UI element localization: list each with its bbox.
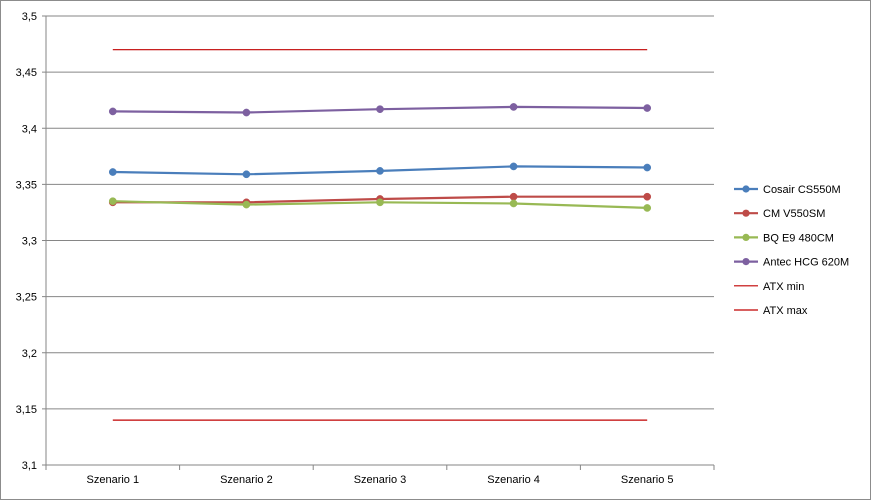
legend-marker-bq-e9-480cm	[742, 233, 750, 241]
data-point-antec-hcg-620m	[509, 103, 518, 111]
y-tick-label: 3,35	[16, 179, 37, 191]
data-point-cm-v550sm	[509, 192, 518, 201]
data-point-cosair-cs550m	[242, 170, 251, 179]
y-tick-label: 3,45	[16, 67, 37, 79]
data-point-bq-e9-480cm	[376, 198, 384, 207]
legend-label-atx-min: ATX min	[763, 281, 804, 293]
data-point-bq-e9-480cm	[643, 204, 652, 212]
data-point-bq-e9-480cm	[108, 197, 117, 206]
y-axis: 3,1 3,15 3,2 3,25 3,3 3,35 3,4 3,45 3,5	[16, 11, 47, 472]
data-point-cosair-cs550m	[376, 167, 384, 175]
x-tick-label: Szenario 5	[621, 474, 674, 486]
y-tick-label: 3,1	[22, 460, 37, 472]
data-point-cm-v550sm	[643, 192, 652, 201]
gridlines	[46, 15, 714, 466]
data-point-cosair-cs550m	[108, 168, 117, 176]
y-tick-label: 3,25	[16, 292, 37, 304]
legend-label-antec-hcg-620m: Antec HCG 620M	[763, 257, 849, 269]
data-point-antec-hcg-620m	[108, 107, 117, 116]
x-tick-label: Szenario 4	[487, 474, 540, 486]
legend-marker-cosair-cs550m	[742, 185, 750, 193]
legend-label-bq-e9-480cm: BQ E9 480CM	[763, 232, 834, 244]
x-tick-label: Szenario 1	[87, 474, 140, 486]
y-tick-label: 3,4	[22, 123, 37, 135]
legend-label-cm-v550sm: CM V550SM	[763, 208, 825, 220]
data-point-bq-e9-480cm	[242, 200, 251, 209]
legend-marker-antec-hcg-620m	[742, 258, 750, 266]
data-point-cosair-cs550m	[643, 163, 652, 172]
y-tick-label: 3,5	[22, 11, 37, 23]
y-tick-label: 3,3	[22, 236, 37, 248]
legend-label-atx-max: ATX max	[763, 305, 808, 317]
y-tick-label: 3,2	[22, 348, 37, 360]
legend-label-cosair-cs550m: Cosair CS550M	[763, 184, 841, 196]
x-tick-label: Szenario 3	[354, 474, 407, 486]
data-point-antec-hcg-620m	[242, 108, 251, 117]
x-axis: Szenario 1 Szenario 2 Szenario 3 Szenario 4…	[45, 464, 715, 486]
x-tick-label: Szenario 2	[220, 474, 273, 486]
legend: Cosair CS550M CM V550SM BQ E9 480CM Antec H…	[734, 184, 849, 317]
data-point-bq-e9-480cm	[509, 199, 518, 208]
plot-series	[108, 49, 652, 421]
data-point-antec-hcg-620m	[643, 104, 652, 112]
legend-marker-cm-v550sm	[742, 209, 750, 217]
y-tick-label: 3,15	[16, 404, 37, 416]
data-point-cosair-cs550m	[509, 162, 518, 171]
data-point-antec-hcg-620m	[376, 105, 384, 114]
